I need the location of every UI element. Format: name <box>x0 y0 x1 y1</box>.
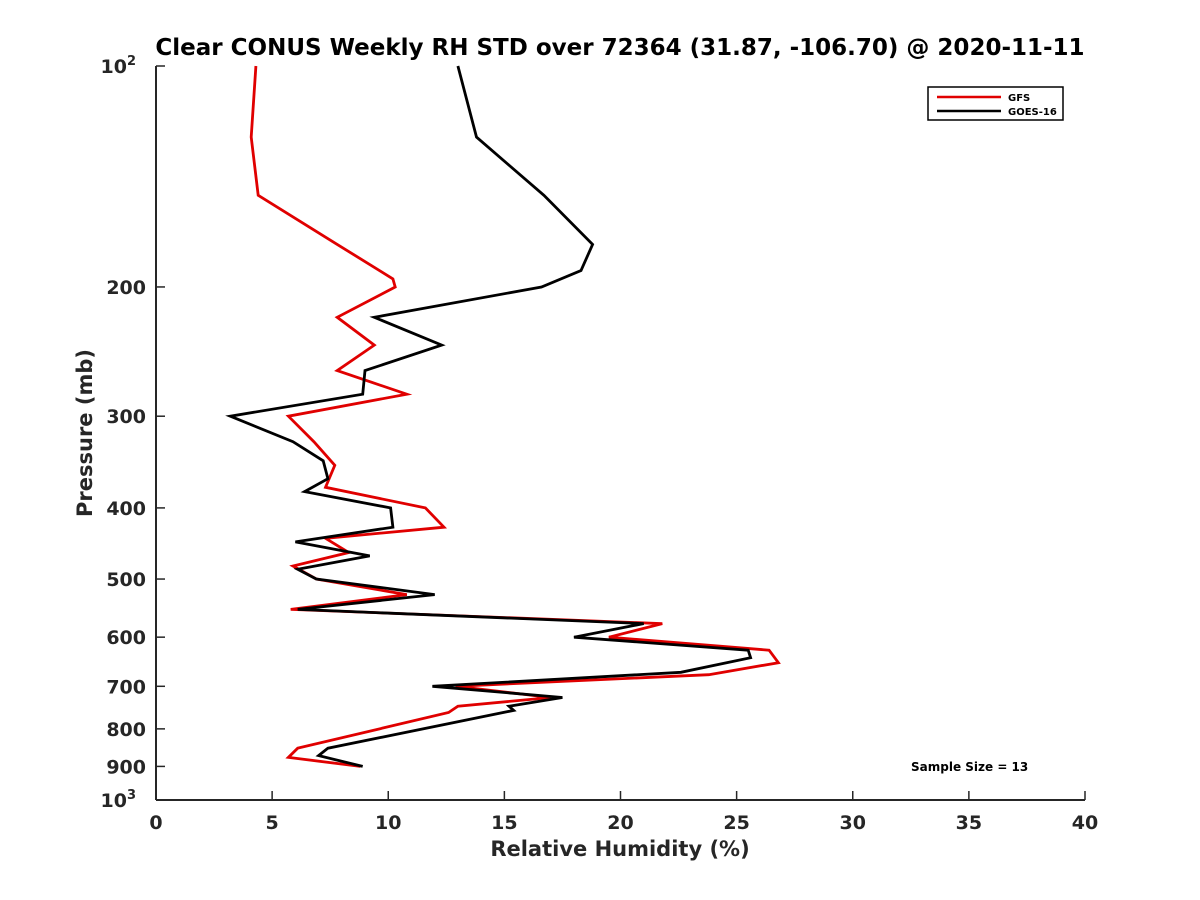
x-axis-label: Relative Humidity (%) <box>490 837 749 861</box>
y-tick-label: 500 <box>106 569 146 591</box>
series-line-goes16 <box>225 65 753 768</box>
y-tick-label: 102 <box>101 54 137 78</box>
y-tick-label: 700 <box>106 676 146 698</box>
y-tick-label: 103 <box>101 788 137 812</box>
y-tick-label: 200 <box>106 277 146 299</box>
y-tick-label: 900 <box>106 756 146 778</box>
sample-size-annotation: Sample Size = 13 <box>911 760 1028 774</box>
y-axis-ticks: 102 200 300 400 500 600 700 800 900 103 <box>101 54 165 812</box>
x-tick-label: 35 <box>956 812 982 834</box>
x-tick-label: 20 <box>607 812 633 834</box>
y-tick-label: 300 <box>106 406 146 428</box>
y-tick-label: 400 <box>106 498 146 520</box>
x-tick-label: 25 <box>723 812 749 834</box>
y-axis-label: Pressure (mb) <box>73 349 97 517</box>
x-axis-ticks: 0 5 10 15 20 25 30 35 40 <box>149 791 1098 834</box>
x-tick-label: 5 <box>266 812 279 834</box>
x-tick-label: 0 <box>149 812 162 834</box>
chart-title: Clear CONUS Weekly RH STD over 72364 (31… <box>155 35 1084 61</box>
legend-box <box>927 86 1064 121</box>
legend-label-goes16: GOES-16 <box>1008 107 1057 118</box>
legend-label-gfs: GFS <box>1008 93 1030 104</box>
x-tick-label: 40 <box>1072 812 1098 834</box>
x-tick-label: 15 <box>491 812 517 834</box>
y-tick-label: 600 <box>106 627 146 649</box>
legend: GFS GOES-16 <box>927 86 1064 121</box>
x-tick-label: 10 <box>375 812 401 834</box>
x-tick-label: 30 <box>840 812 866 834</box>
y-tick-label: 800 <box>106 719 146 741</box>
series-lines <box>225 65 781 768</box>
plot-area <box>155 66 1085 801</box>
